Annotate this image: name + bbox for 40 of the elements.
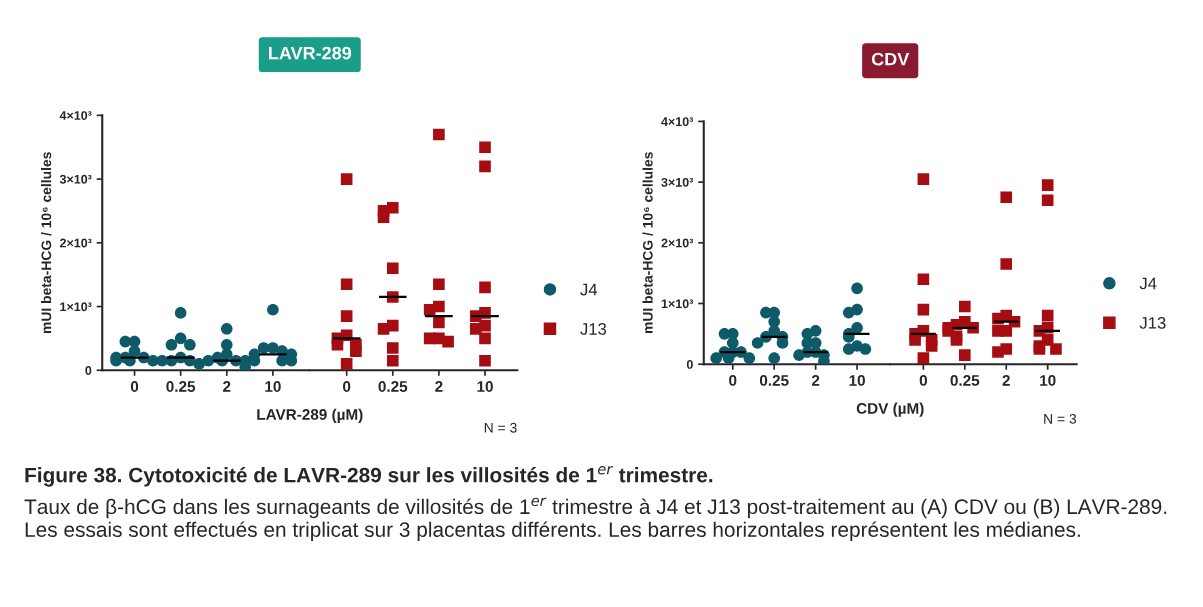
x-tick-label: 10 bbox=[849, 375, 865, 386]
y-axis-title: mUI beta-HCG / 10⁶ cellules bbox=[41, 152, 52, 334]
x-tick-label: 2 bbox=[435, 381, 443, 392]
y-tick-label: 2×10³ bbox=[59, 238, 92, 248]
legend-label: J4 bbox=[1139, 277, 1157, 290]
text: Figure 38. Cytotoxicité de LAVR-289 sur les villosités de 1$^{er}$ trimestre. bbox=[25, 466, 713, 487]
x-tick-label: 2 bbox=[811, 375, 820, 386]
chart-title: CDV bbox=[871, 52, 910, 66]
x-tick-label: 10 bbox=[477, 381, 493, 392]
y-tick-label: 4×10³ bbox=[661, 117, 694, 127]
chart-title: LAVR-289 bbox=[269, 46, 352, 60]
y-tick-label: 3×10³ bbox=[661, 177, 694, 187]
x-tick-label: 0.25 bbox=[378, 381, 408, 392]
x-axis-title: CDV (µM) bbox=[856, 402, 924, 417]
text: Taux de β-hCG dans les surnageants de villosités de 1$^{er}$ trimestre à J4 et J13 post-traitement au (A) CDV ou (B) LAVR-289. Les essais sont effectués en triplicat sur 3 placentas différents. Les barres horizontales représentent les médianes. bbox=[24, 497, 1167, 542]
y-tick-label: 4×10³ bbox=[59, 111, 92, 120]
y-tick-label: 3×10³ bbox=[59, 174, 92, 184]
x-tick-label: 0.25 bbox=[759, 375, 789, 386]
y-tick-label: 2×10³ bbox=[661, 238, 694, 248]
x-tick-label: 10 bbox=[1040, 375, 1056, 386]
x-tick-label: 0 bbox=[343, 381, 351, 392]
x-tick-label: 0 bbox=[130, 381, 139, 392]
x-tick-label: 0.25 bbox=[166, 381, 196, 392]
text: N = 3 bbox=[484, 422, 517, 433]
legend-label: J13 bbox=[580, 323, 607, 335]
x-tick-label: 0 bbox=[729, 375, 737, 386]
text: N = 3 bbox=[1044, 413, 1077, 424]
x-tick-label: 2 bbox=[223, 381, 231, 392]
legend-label: J4 bbox=[580, 283, 598, 296]
x-tick-label: 2 bbox=[1002, 375, 1010, 386]
y-axis-title: mUI beta-HCG / 10⁶ cellules bbox=[642, 152, 653, 334]
x-axis-title: LAVR-289 (µM) bbox=[257, 408, 363, 423]
y-tick-label: 0 bbox=[85, 366, 92, 375]
y-tick-label: 1×10³ bbox=[661, 299, 694, 309]
y-tick-label: 0 bbox=[686, 360, 693, 369]
y-tick-label: 1×10³ bbox=[60, 302, 92, 312]
x-tick-label: 0 bbox=[919, 375, 927, 386]
x-tick-label: 0.25 bbox=[950, 375, 980, 386]
x-tick-label: 10 bbox=[265, 381, 281, 392]
legend-label: J13 bbox=[1139, 316, 1166, 329]
